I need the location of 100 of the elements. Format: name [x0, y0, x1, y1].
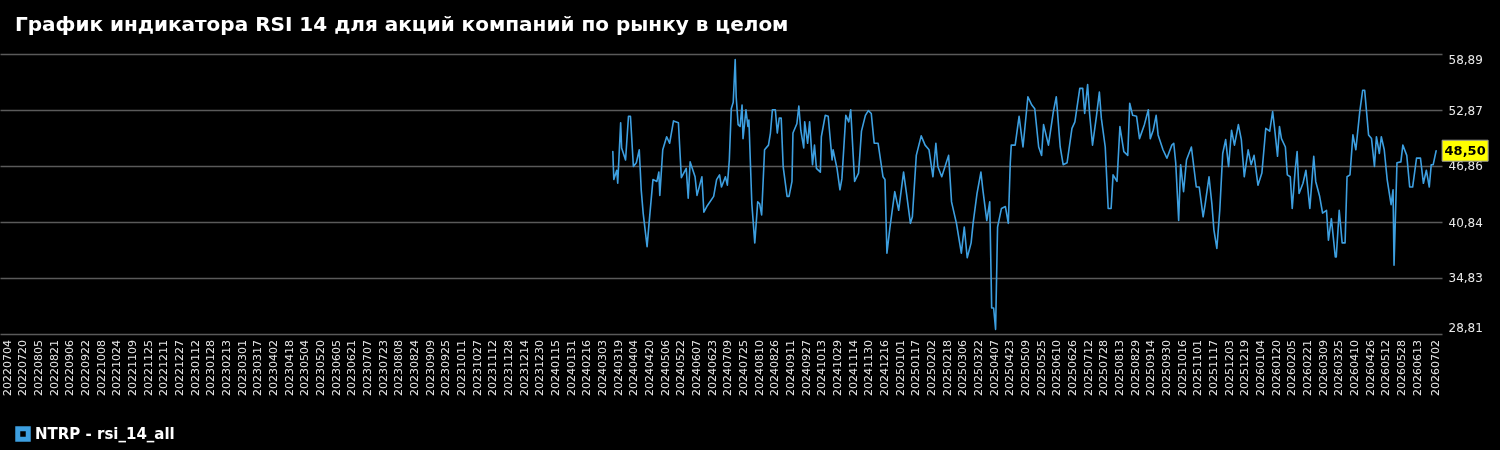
x-tick-label: 20250930	[1159, 340, 1173, 396]
x-tick-label: 20240522	[674, 340, 688, 396]
x-tick-label: 20250117	[909, 340, 923, 396]
x-tick-label: 20221024	[110, 340, 124, 396]
annotation: 48,50	[1444, 142, 1486, 158]
legend-label: NTRP - rsi_14_all	[35, 425, 175, 443]
x-tick-label: 20230128	[204, 340, 218, 396]
x-tick-label: 20260120	[1269, 340, 1283, 396]
x-tick-label: 20240810	[752, 340, 766, 396]
x-tick-label: 20220821	[47, 340, 61, 396]
x-tick-label: 20251101	[1191, 340, 1205, 396]
x-tick-label: 20251117	[1206, 340, 1220, 396]
x-tick-label: 20241130	[862, 340, 876, 396]
x-tick-label: 20250712	[1081, 340, 1095, 396]
x-tick-label: 20230504	[298, 340, 312, 396]
x-tick-label: 20230723	[376, 340, 390, 396]
x-tick-label: 20241114	[846, 340, 860, 396]
x-tick-label: 20230317	[251, 340, 265, 396]
x-tick-label: 20231027	[470, 340, 484, 396]
x-tick-label: 20250423	[1003, 340, 1017, 396]
x-tick-label: 20230520	[314, 340, 328, 396]
x-tick-label: 20240607	[690, 340, 704, 396]
x-tick-label: 20230909	[423, 340, 437, 396]
x-tick-label: 20230418	[282, 340, 296, 396]
x-tick-label: 20221227	[173, 340, 187, 396]
x-tick-label: 20230402	[267, 340, 281, 396]
x-tick-label: 20260205	[1285, 340, 1299, 396]
y-tick-label: 52,87	[1448, 103, 1483, 118]
x-tick-label: 20241029	[830, 340, 844, 396]
x-tick-label: 20220906	[63, 340, 77, 396]
x-tick-label: 20250914	[1144, 340, 1158, 396]
x-tick-label: 20230605	[329, 340, 343, 396]
x-tick-label: 20230213	[220, 340, 234, 396]
x-tick-label: 20240927	[799, 340, 813, 396]
y-tick-label: 46,86	[1448, 159, 1483, 174]
x-tick-label: 20231230	[533, 340, 547, 396]
x-tick-label: 20241013	[815, 340, 829, 396]
x-tick-label: 20231128	[502, 340, 516, 396]
x-tick-label: 20230621	[345, 340, 359, 396]
x-tick-label: 20260528	[1394, 340, 1408, 396]
x-tick-label: 20230301	[235, 340, 249, 396]
x-tick-label: 20250525	[1034, 340, 1048, 396]
x-tick-label: 20260410	[1347, 340, 1361, 396]
x-tick-label: 20250813	[1112, 340, 1126, 396]
x-tick-label: 20240216	[580, 340, 594, 396]
x-tick-label: 20251016	[1175, 340, 1189, 396]
y-tick-label: 34,83	[1448, 271, 1483, 286]
x-tick-label: 20260104	[1253, 340, 1267, 396]
x-tick-label: 20240131	[564, 340, 578, 396]
x-tick-label: 20231112	[486, 340, 500, 396]
y-tick-label: 40,84	[1448, 215, 1483, 230]
x-tick-label: 20240506	[658, 340, 672, 396]
x-tick-label: 20250610	[1050, 340, 1064, 396]
chart-title: График индикатора RSI 14 для акций компаний по рынку в целом	[15, 12, 789, 36]
x-tick-label: 20240911	[784, 340, 797, 396]
x-tick-label: 20260613	[1410, 340, 1424, 396]
x-tick-label: 20260309	[1316, 340, 1330, 396]
x-tick-label: 20240319	[611, 340, 625, 396]
x-tick-label: 20250728	[1097, 340, 1111, 396]
x-tick-label: 20250322	[971, 340, 985, 396]
x-tick-label: 20260325	[1332, 340, 1346, 396]
x-tick-label: 20220805	[32, 340, 46, 396]
x-tick-label: 20250829	[1128, 340, 1142, 396]
x-tick-label: 20240725	[737, 340, 751, 396]
x-tick-label: 20240826	[768, 340, 782, 396]
y-tick-label: 58,89	[1448, 52, 1483, 67]
x-tick-label: 20220704	[0, 340, 14, 396]
x-tick-label: 20240404	[627, 340, 641, 396]
x-tick-label: 20250218	[940, 340, 954, 396]
x-tick-label: 20240303	[596, 340, 610, 396]
x-tick-label: 20250101	[893, 340, 907, 396]
x-tick-label: 20260702	[1429, 340, 1443, 396]
x-tick-label: 20221008	[94, 340, 108, 396]
x-tick-label: 20231011	[455, 340, 469, 396]
x-tick-label: 20241216	[877, 340, 891, 396]
x-tick-label: 20230707	[361, 340, 375, 396]
x-tick-label: 20221125	[141, 340, 155, 396]
x-tick-label: 20230808	[392, 340, 406, 396]
x-tick-label: 20221109	[126, 340, 140, 396]
x-tick-label: 20230925	[439, 340, 453, 396]
x-tick-label: 20220922	[79, 340, 93, 396]
x-tick-label: 20250306	[956, 340, 970, 396]
x-tick-label: 20240420	[643, 340, 657, 396]
x-tick-label: 20230112	[188, 340, 202, 396]
x-tick-label: 20240115	[549, 340, 563, 396]
x-tick-label: 20260426	[1363, 340, 1377, 396]
x-tick-label: 20250626	[1065, 340, 1079, 396]
x-tick-label: 20250509	[1018, 340, 1032, 396]
x-tick-label: 20220720	[16, 340, 30, 396]
x-tick-label: 20251203	[1222, 340, 1236, 396]
x-tick-label: 20230824	[408, 340, 422, 396]
x-tick-label: 20250407	[987, 340, 1001, 396]
x-tick-label: 20231214	[517, 340, 531, 396]
x-tick-label: 20251219	[1238, 340, 1252, 396]
x-tick-label: 20260221	[1300, 340, 1314, 396]
x-tick-label: 20240709	[721, 340, 735, 396]
y-tick-label: 28,81	[1448, 320, 1483, 335]
x-tick-label: 20250202	[924, 340, 938, 396]
x-tick-label: 20260512	[1379, 340, 1393, 396]
x-tick-label: 20240623	[705, 340, 719, 396]
